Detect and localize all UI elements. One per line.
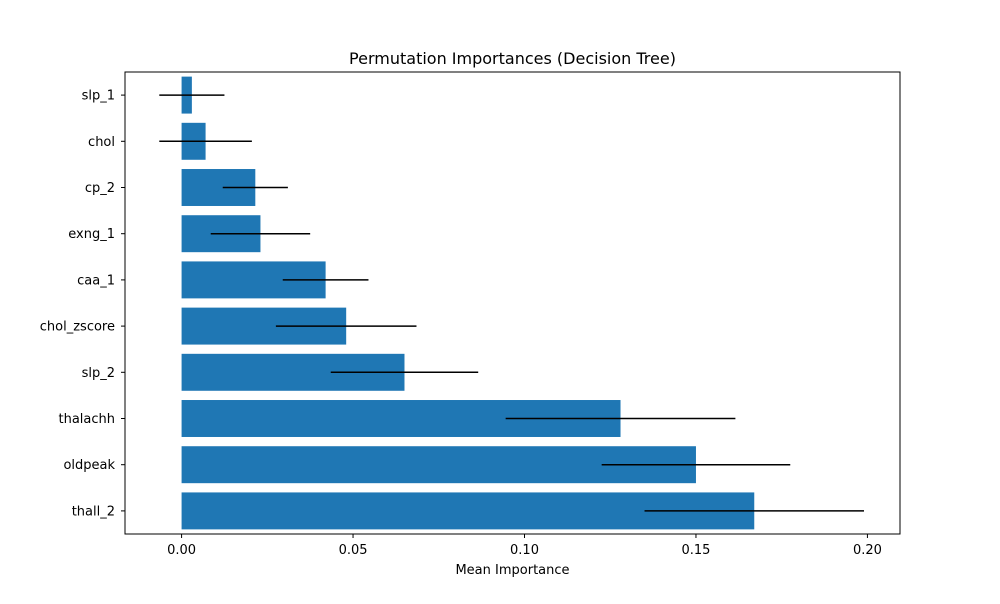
y-tick-label-caa_1: caa_1 (77, 273, 115, 288)
plot-frame (124, 71, 901, 535)
y-tick-label-chol_zscore: chol_zscore (40, 320, 115, 335)
x-tick-label: 0.00 (167, 543, 196, 558)
y-tick-label-slp_2: slp_2 (82, 366, 115, 381)
y-tick-label-cp_2: cp_2 (85, 181, 115, 196)
x-tick-label: 0.05 (339, 543, 368, 558)
y-tick-label-slp_1: slp_1 (82, 89, 115, 104)
y-tick-label-exng_1: exng_1 (68, 227, 115, 242)
bars-group (181, 76, 755, 530)
x-tick-label: 0.10 (510, 543, 539, 558)
x-axis: 0.00 0.05 0.10 0.15 0.20 (167, 534, 882, 558)
y-tick-label-thall_2: thall_2 (72, 504, 115, 519)
x-tick-label: 0.20 (853, 543, 882, 558)
x-tick-label: 0.15 (681, 543, 710, 558)
chart-title: Permutation Importances (Decision Tree) (349, 49, 676, 68)
y-tick-label-thalachh: thalachh (58, 412, 115, 427)
error-bars-group (159, 94, 864, 512)
y-tick-label-chol: chol (88, 135, 115, 150)
x-axis-label: Mean Importance (455, 563, 569, 578)
y-tick-label-oldpeak: oldpeak (63, 458, 115, 473)
